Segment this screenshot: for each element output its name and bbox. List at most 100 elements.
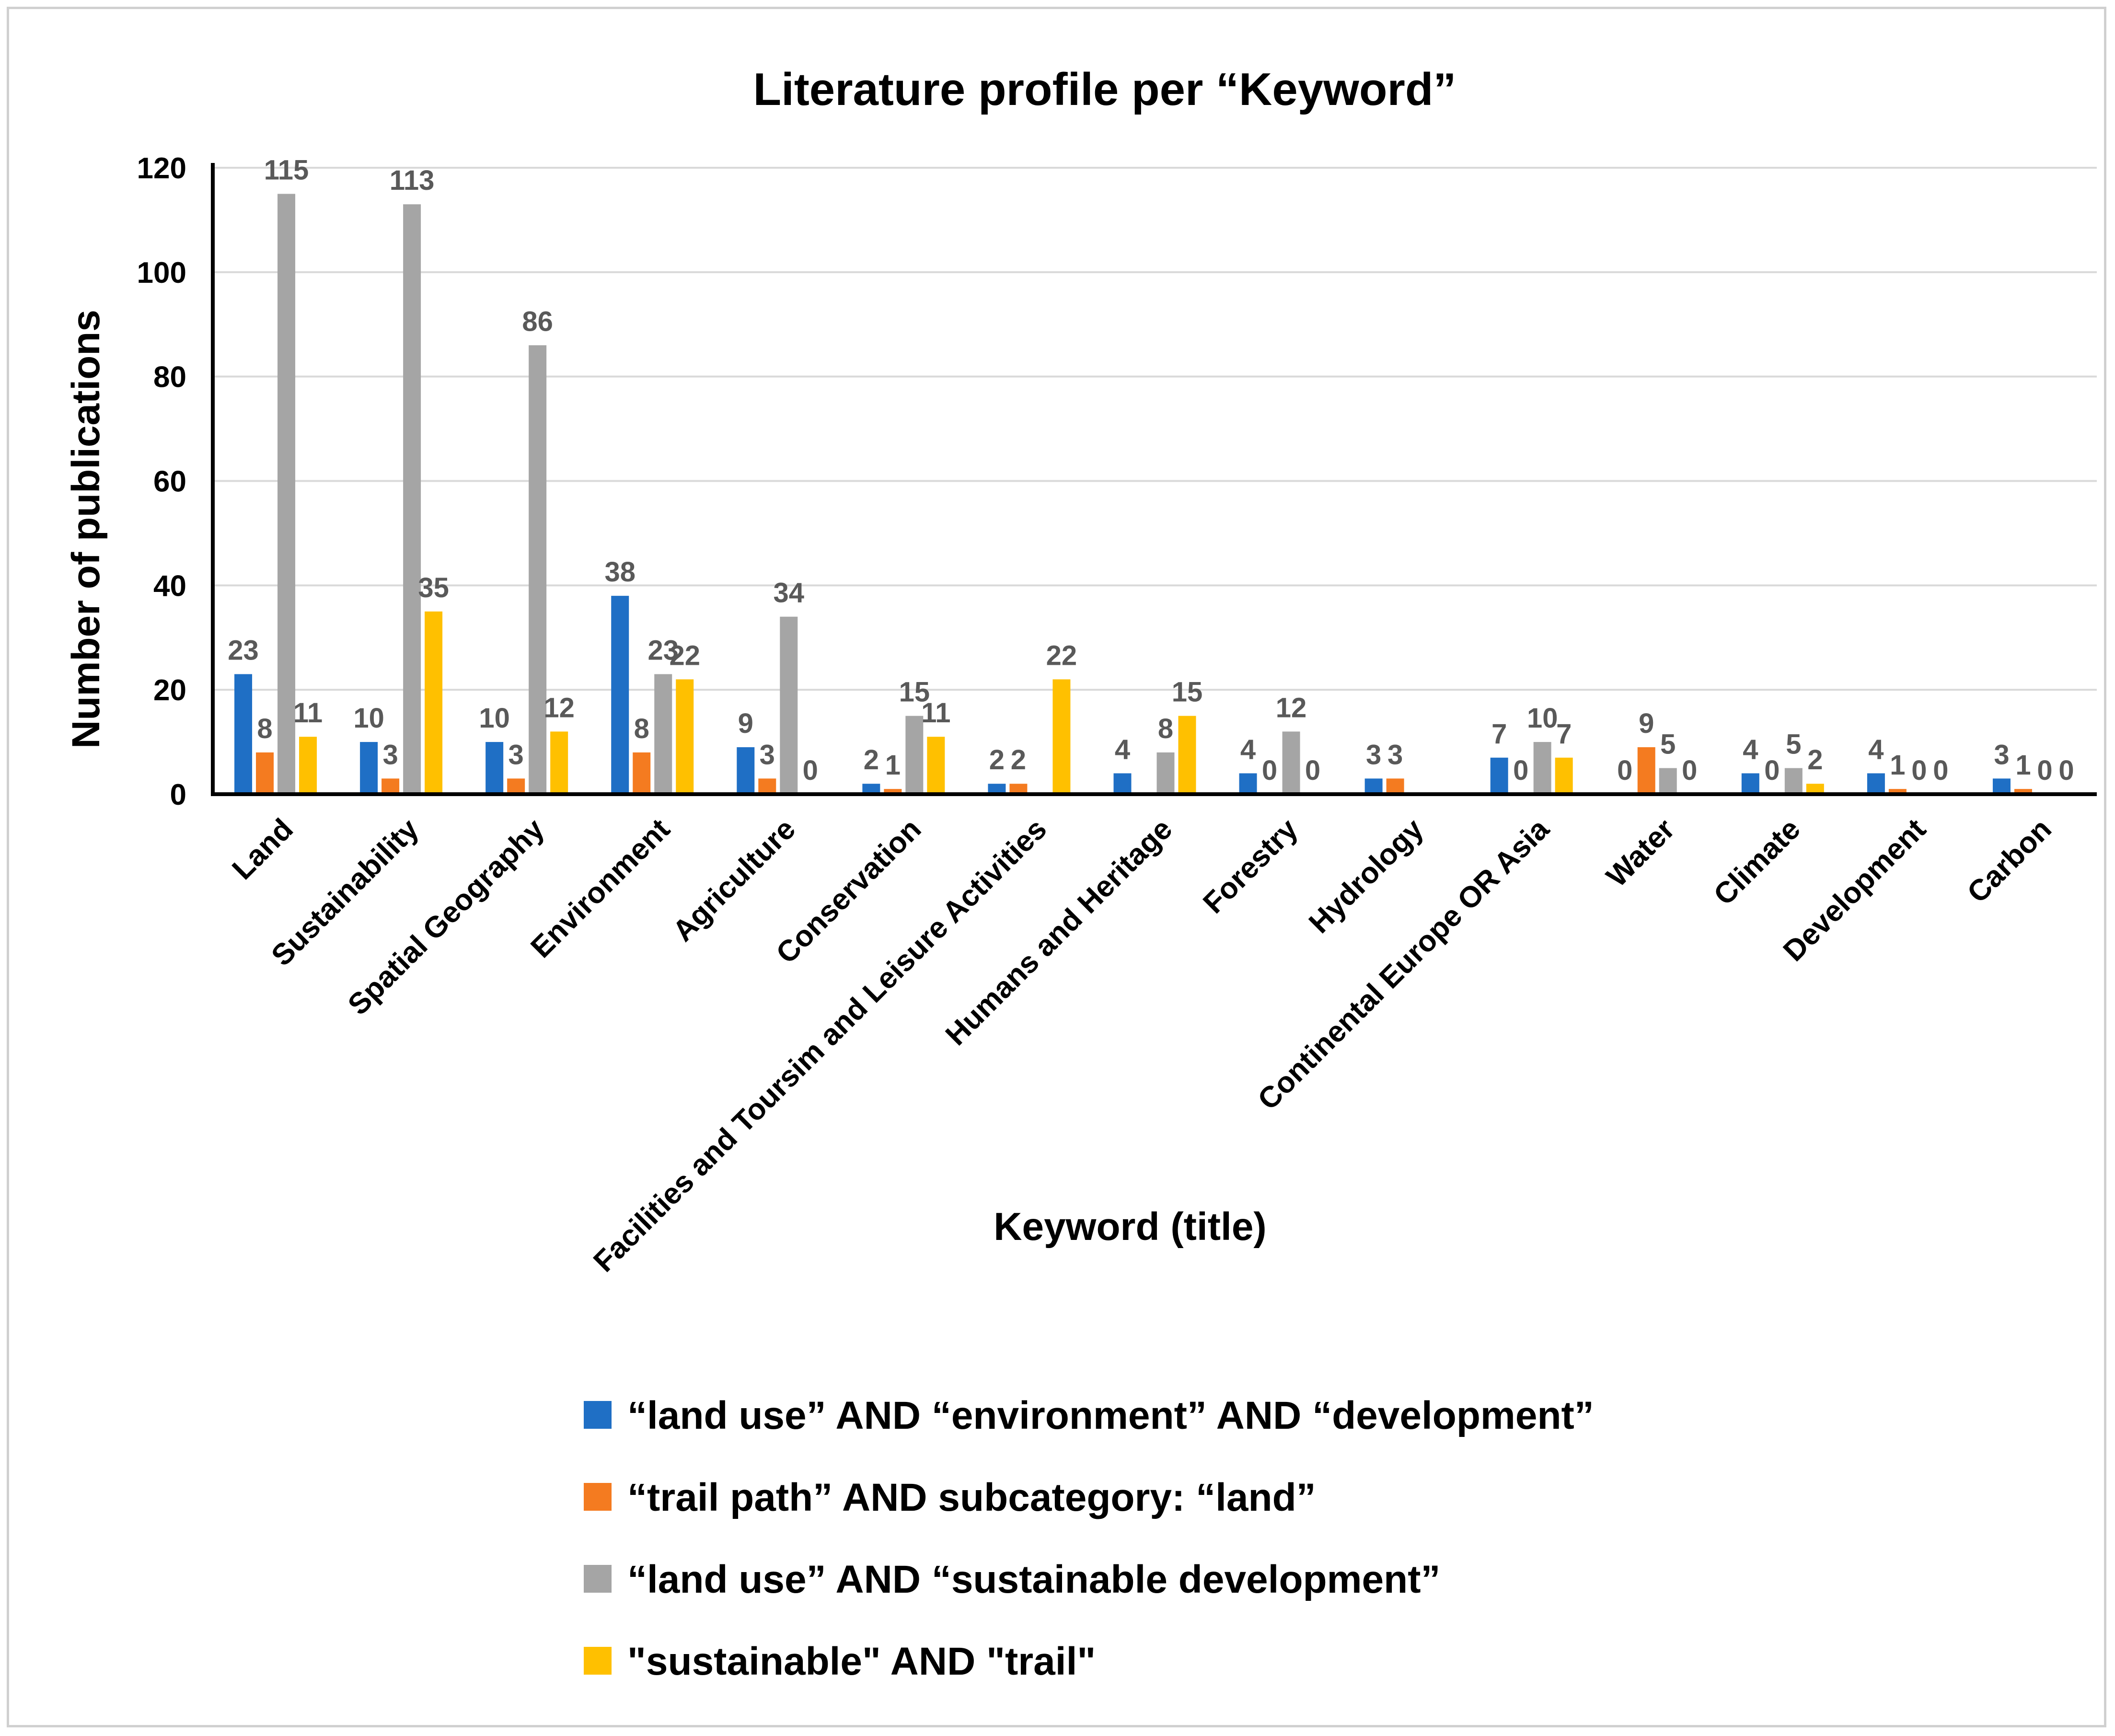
bar-chart: Literature profile per “Keyword” Number … xyxy=(64,64,2097,1683)
data-label: 15 xyxy=(1172,677,1203,708)
legend-entry: “land use” AND “sustainable development” xyxy=(627,1558,1441,1601)
y-tick-label: 40 xyxy=(153,569,186,602)
x-tick-label: Hydrology xyxy=(1303,812,1430,940)
bar xyxy=(1113,773,1132,794)
y-tick-label: 120 xyxy=(137,152,186,185)
data-label: 3 xyxy=(382,739,398,770)
bar xyxy=(927,737,945,794)
bar xyxy=(737,747,755,794)
bar xyxy=(1784,768,1803,794)
bar xyxy=(633,752,651,794)
bar xyxy=(905,716,924,794)
data-label: 22 xyxy=(1046,640,1077,671)
data-label: 1 xyxy=(885,750,901,781)
bar xyxy=(884,789,902,794)
data-label: 12 xyxy=(543,692,575,723)
data-label: 8 xyxy=(257,713,272,744)
legend-entry: "sustainable" AND "trail" xyxy=(627,1640,1096,1683)
bar xyxy=(676,679,694,794)
bar xyxy=(1052,679,1071,794)
bar xyxy=(1888,789,1907,794)
data-label: 11 xyxy=(921,697,950,729)
data-label: 0 xyxy=(1617,755,1632,786)
data-label: 0 xyxy=(2037,755,2052,786)
data-label: 3 xyxy=(760,739,775,770)
data-label: 5 xyxy=(1786,729,1801,760)
data-label: 0 xyxy=(1305,755,1320,786)
data-label: 7 xyxy=(1491,718,1507,750)
chart-frame: Literature profile per “Keyword” Number … xyxy=(7,7,2106,1727)
bar xyxy=(1239,773,1257,794)
bar xyxy=(1637,747,1655,794)
data-label: 15 xyxy=(899,677,930,708)
bar xyxy=(360,742,378,794)
bar xyxy=(758,778,776,794)
data-label: 10 xyxy=(353,703,384,734)
x-tick-label: Agriculture xyxy=(667,812,802,948)
data-label: 0 xyxy=(1262,755,1277,786)
bar xyxy=(654,674,672,794)
data-label: 3 xyxy=(509,739,524,770)
x-tick-label: Humans and Heritage xyxy=(939,812,1179,1052)
axes xyxy=(211,163,2097,796)
data-label: 2 xyxy=(864,744,879,775)
legend-entry: “trail path” AND subcategory: “land” xyxy=(627,1476,1316,1519)
data-label: 5 xyxy=(1660,729,1676,760)
x-tick-label: Land xyxy=(226,812,300,886)
legend-swatch xyxy=(584,1647,612,1675)
x-axis-title: Keyword (title) xyxy=(994,1205,1266,1249)
x-tick-label: Carbon xyxy=(1961,812,2058,909)
data-label: 115 xyxy=(264,154,309,185)
bar xyxy=(1282,731,1300,794)
data-label: 4 xyxy=(1868,734,1884,765)
bar xyxy=(485,742,504,794)
bar xyxy=(403,204,421,794)
bar xyxy=(425,611,443,794)
bar xyxy=(1867,773,1885,794)
data-label: 8 xyxy=(1158,713,1173,744)
data-label: 9 xyxy=(1639,708,1654,739)
bar xyxy=(1490,757,1508,794)
y-tick-label: 100 xyxy=(137,256,186,289)
data-label: 113 xyxy=(390,165,435,196)
data-label: 1 xyxy=(1890,750,1905,781)
x-tick-label: Facilities and Toursim and Leisure Activ… xyxy=(587,812,1053,1278)
y-tick-label: 80 xyxy=(153,361,186,394)
legend-swatch xyxy=(584,1483,612,1511)
data-label: 0 xyxy=(1682,755,1697,786)
data-label: 10 xyxy=(1527,703,1558,734)
y-axis-title: Number of publications xyxy=(64,310,108,749)
bar xyxy=(988,784,1006,794)
data-label: 0 xyxy=(1933,755,1948,786)
bar xyxy=(277,194,296,794)
data-label: 2 xyxy=(1011,744,1026,775)
data-label: 4 xyxy=(1240,734,1256,765)
bar xyxy=(381,778,400,794)
bar xyxy=(1009,784,1028,794)
bars xyxy=(234,194,2032,794)
y-tick-label: 20 xyxy=(153,674,186,707)
bar xyxy=(1156,752,1175,794)
bar xyxy=(507,778,525,794)
legend: “land use” AND “environment” AND “develo… xyxy=(584,1394,1594,1683)
data-label: 3 xyxy=(1994,739,2009,770)
bar xyxy=(1178,716,1196,794)
data-label: 4 xyxy=(1115,734,1130,765)
data-label: 0 xyxy=(1513,755,1528,786)
data-label: 0 xyxy=(1911,755,1927,786)
bar xyxy=(780,616,798,794)
data-label: 0 xyxy=(1764,755,1780,786)
data-label: 0 xyxy=(2058,755,2074,786)
x-tick-label: Water xyxy=(1600,812,1681,893)
y-tick-label: 60 xyxy=(153,465,186,498)
data-label: 12 xyxy=(1276,692,1307,723)
data-label: 4 xyxy=(1743,734,1758,765)
data-label: 7 xyxy=(1556,718,1572,750)
bar xyxy=(862,784,880,794)
data-label: 22 xyxy=(669,640,700,671)
data-label: 8 xyxy=(634,713,649,744)
bar xyxy=(529,345,547,794)
legend-swatch xyxy=(584,1401,612,1429)
bar xyxy=(1992,778,2011,794)
data-label: 10 xyxy=(479,703,510,734)
